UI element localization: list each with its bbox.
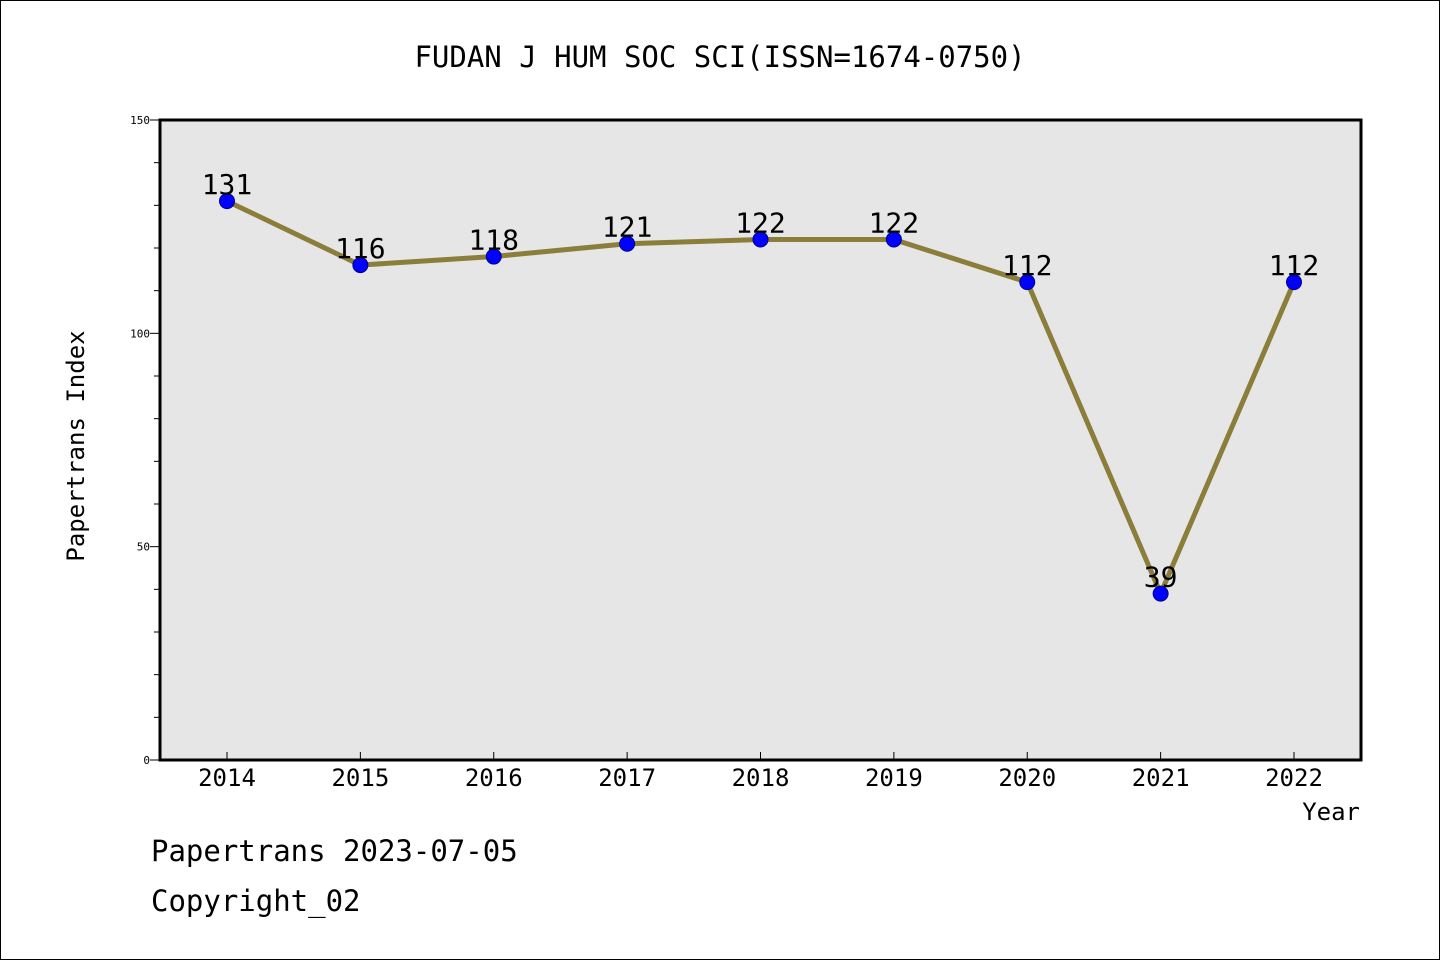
data-point [1019,274,1036,291]
data-labels: 131 116 118 121 122 122 112 39 112 [202,168,1320,594]
data-label: 112 [1002,249,1053,282]
data-label: 112 [1269,249,1320,282]
y-axis-label: Papertrans Index [62,330,90,561]
y-tick-label: 50 [137,541,150,554]
data-label: 39 [1144,561,1178,594]
x-axis-label: Year [1302,798,1360,826]
x-tick-label: 2019 [865,764,923,792]
x-tick-label: 2020 [998,764,1056,792]
chart-title: FUDAN J HUM SOC SCI(ISSN=1674-0750) [414,40,1025,74]
y-axis-ticks: 0 50 100 150 [130,114,160,767]
y-tick-label: 100 [130,327,150,340]
y-tick-label: 0 [143,754,150,767]
data-point [1152,585,1169,602]
x-tick-label: 2015 [331,764,389,792]
x-tick-label: 2022 [1265,764,1323,792]
data-point [885,231,902,248]
x-axis-ticks: 2014 2015 2016 2017 2018 2019 2020 2021 2022 [198,752,1323,792]
data-label: 118 [468,224,519,257]
data-label: 121 [602,211,653,244]
data-point [485,248,502,265]
x-tick-label: 2014 [198,764,256,792]
data-label: 122 [869,206,920,239]
copyright-text: Copyright_02 [151,884,361,918]
data-label: 131 [202,168,253,201]
data-label: 122 [735,206,786,239]
source-date-text: Papertrans 2023-07-05 [151,834,518,868]
data-point [619,235,636,252]
data-point [752,231,769,248]
data-point [219,193,235,210]
x-tick-label: 2021 [1132,764,1190,792]
x-tick-label: 2017 [598,764,656,792]
data-label: 116 [335,232,386,265]
plot-area [158,118,1363,762]
data-markers [219,193,1302,602]
x-tick-label: 2018 [732,764,790,792]
x-tick-label: 2016 [465,764,523,792]
y-tick-label: 150 [130,114,150,127]
data-point [1286,274,1302,291]
data-point [352,257,369,274]
